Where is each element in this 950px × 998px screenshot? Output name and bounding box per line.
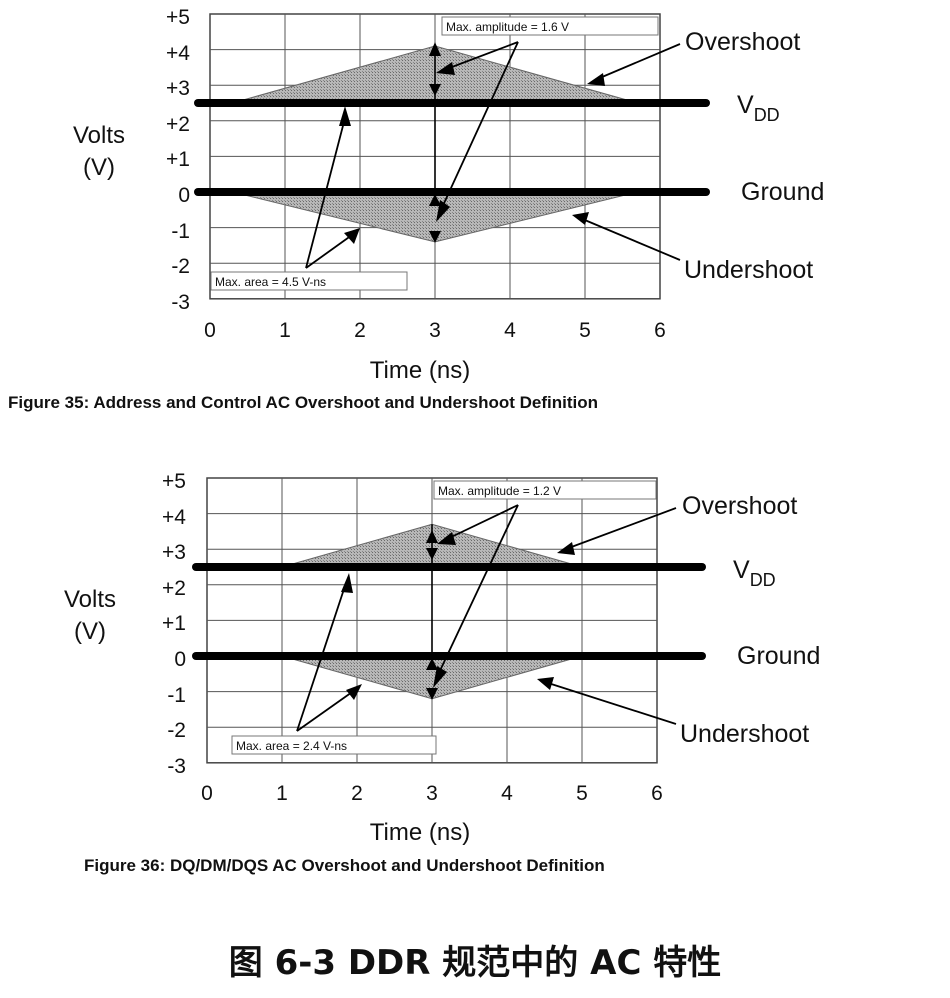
arrowheads [341, 532, 575, 700]
y-tick-labels: +5 +4 +3 +2 +1 0 -1 -2 -3 [162, 470, 186, 778]
y-tick-labels: +5 +4 +3 +2 +1 0 -1 -2 -3 [166, 6, 190, 314]
y-tick-label: +1 [162, 612, 186, 635]
max-amplitude-box [433, 480, 657, 500]
x-tick-label: 2 [354, 319, 366, 342]
rails [192, 563, 706, 660]
y-tick-label: -1 [171, 220, 190, 243]
x-tick-label: 5 [579, 319, 591, 342]
x-tick-label: 1 [279, 319, 291, 342]
x-tick-label: 3 [426, 782, 438, 805]
max-amplitude-box [441, 16, 659, 36]
y-tick-label: 0 [178, 184, 190, 207]
rails [194, 99, 710, 196]
undershoot-label: Undershoot [680, 720, 809, 748]
x-tick-label: 6 [651, 782, 663, 805]
amplitude-markers [426, 530, 438, 700]
x-tick-labels: 0 1 2 3 4 5 6 [201, 782, 663, 805]
ground-label: Ground [737, 642, 820, 670]
figure-35-caption: Figure 35: Address and Control AC Oversh… [8, 393, 598, 412]
x-tick-label: 6 [654, 319, 666, 342]
x-tick-label: 0 [204, 319, 216, 342]
vdd-label: VDD [733, 556, 776, 590]
y-tick-label: +2 [162, 577, 186, 600]
max-area-box [231, 735, 437, 755]
ground-label: Ground [741, 178, 824, 206]
x-tick-label: 2 [351, 782, 363, 805]
y-tick-label: 0 [174, 648, 186, 671]
y-tick-label: +5 [162, 470, 186, 493]
x-axis-label: Time (ns) [370, 819, 470, 846]
y-tick-label: +2 [166, 113, 190, 136]
main-figure-caption: 图 6-3 DDR 规范中的 AC 特性 [228, 943, 722, 983]
max-area-text: Max. area = 2.4 V-ns [236, 739, 347, 753]
y-tick-label: -2 [167, 719, 186, 742]
figure-36: +5 +4 +3 +2 +1 0 -1 -2 -3 0 1 2 3 4 5 6 … [64, 470, 820, 846]
y-axis-label-unit: (V) [83, 154, 115, 181]
x-axis-label: Time (ns) [370, 357, 470, 384]
y-tick-label: -1 [167, 684, 186, 707]
overshoot-label: Overshoot [685, 28, 800, 56]
pointer-arrows [296, 504, 677, 732]
vdd-label: VDD [737, 91, 780, 125]
y-tick-label: +5 [166, 6, 190, 29]
y-tick-label: -3 [171, 291, 190, 314]
amplitude-markers [429, 42, 441, 243]
figure-35: +5 +4 +3 +2 +1 0 -1 -2 -3 0 1 2 3 4 5 6 … [73, 6, 824, 384]
x-tick-labels: 0 1 2 3 4 5 6 [204, 319, 666, 342]
y-tick-label: -3 [167, 755, 186, 778]
overshoot-label: Overshoot [682, 492, 797, 520]
y-tick-label: +3 [162, 541, 186, 564]
y-axis-label-unit: (V) [74, 618, 106, 645]
y-axis-label-volts: Volts [64, 586, 116, 613]
figure-36-caption: Figure 36: DQ/DM/DQS AC Overshoot and Un… [84, 856, 605, 875]
x-tick-label: 5 [576, 782, 588, 805]
x-tick-label: 1 [276, 782, 288, 805]
max-area-text: Max. area = 4.5 V-ns [215, 275, 326, 289]
undershoot-label: Undershoot [684, 256, 813, 284]
y-axis-label-volts: Volts [73, 122, 125, 149]
x-tick-label: 0 [201, 782, 213, 805]
y-tick-label: +4 [162, 506, 186, 529]
y-tick-label: +3 [166, 77, 190, 100]
x-tick-label: 4 [504, 319, 516, 342]
y-tick-label: -2 [171, 255, 190, 278]
y-tick-label: +1 [166, 148, 190, 171]
x-tick-label: 4 [501, 782, 513, 805]
y-tick-label: +4 [166, 42, 190, 65]
max-amplitude-text: Max. amplitude = 1.6 V [446, 20, 569, 34]
max-area-box [210, 271, 408, 291]
max-amplitude-text: Max. amplitude = 1.2 V [438, 484, 561, 498]
arrowheads [339, 62, 605, 244]
x-tick-label: 3 [429, 319, 441, 342]
